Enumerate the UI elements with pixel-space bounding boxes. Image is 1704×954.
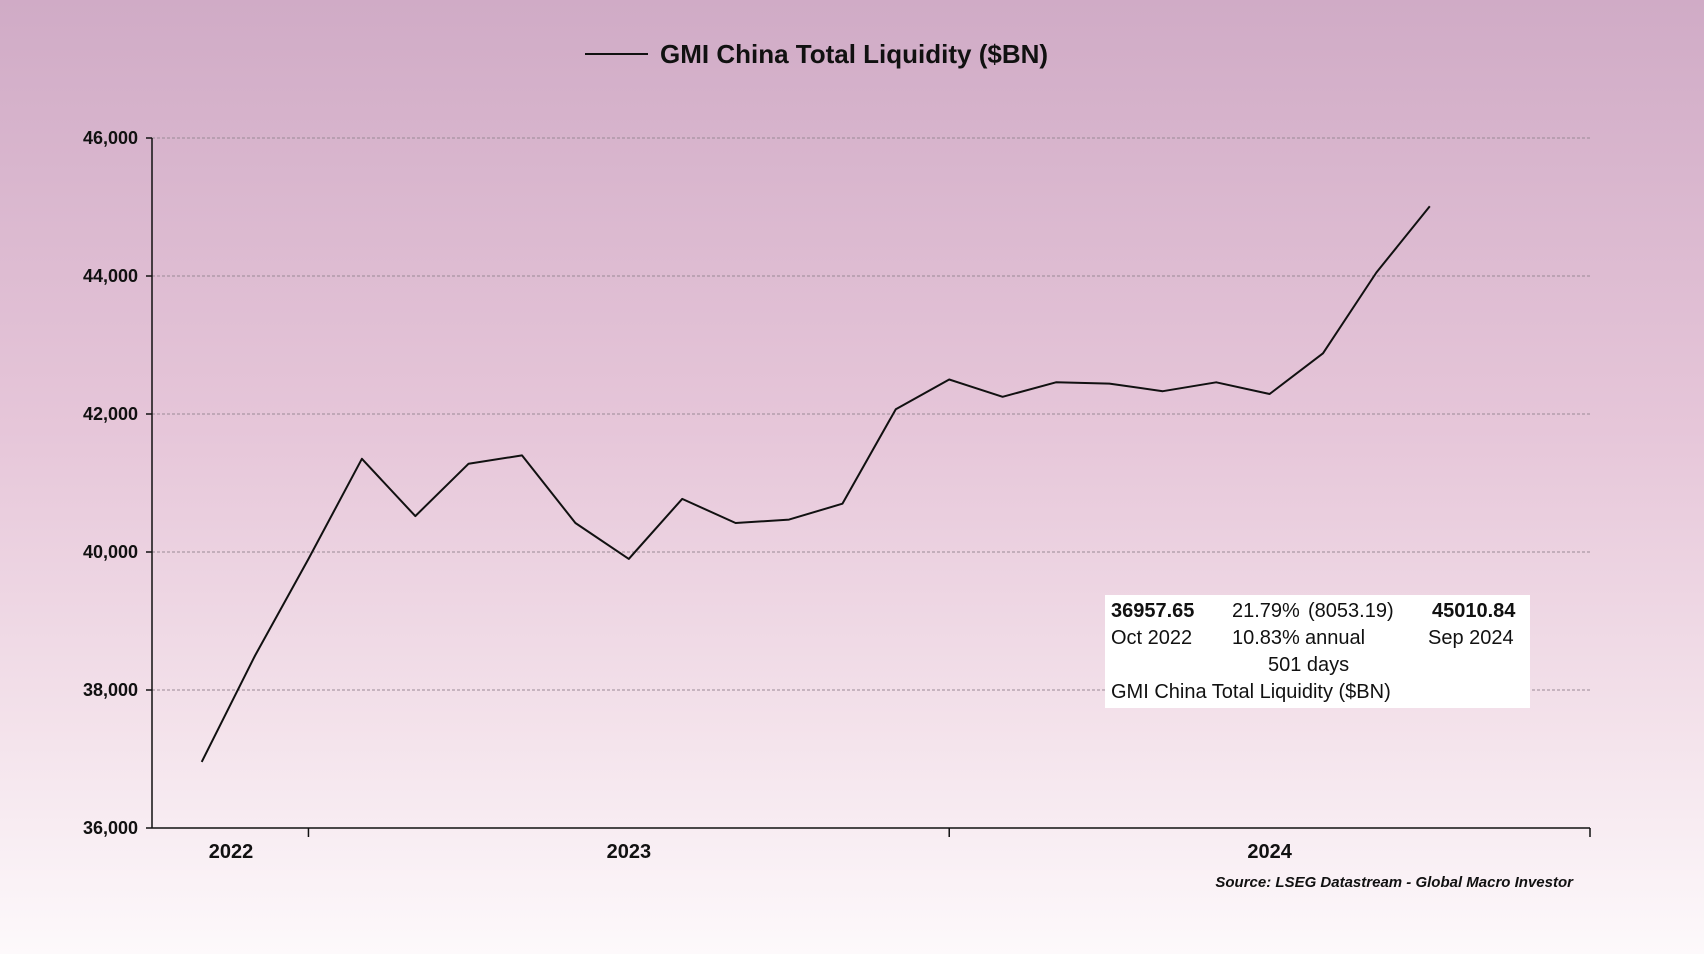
annotation-series-name: GMI China Total Liquidity ($BN) <box>1111 681 1391 703</box>
x-tick-label-2022: 2022 <box>209 841 254 863</box>
y-tick-label-36000: 36,000 <box>83 818 138 838</box>
annotation-annual-pct: 10.83% <box>1232 627 1300 649</box>
annotation-start-date: Oct 2022 <box>1111 627 1193 649</box>
y-axis-ticks: 36,000 38,000 40,000 42,000 44,000 46,000 <box>83 128 152 838</box>
legend-label: GMI China Total Liquidity ($BN) <box>660 39 1048 69</box>
x-tick-label-2023: 2023 <box>607 841 652 863</box>
annotation-start-value: 36957.65 <box>1111 600 1195 622</box>
y-tick-label-46000: 46,000 <box>83 128 138 148</box>
annotation-end-date: Sep 2024 <box>1428 627 1514 649</box>
y-tick-label-42000: 42,000 <box>83 404 138 424</box>
y-tick-label-40000: 40,000 <box>83 542 138 562</box>
series-line-gmi-china-total-liquidity <box>200 205 1431 763</box>
y-tick-label-38000: 38,000 <box>83 680 138 700</box>
annotation-end-value: 45010.84 <box>1432 600 1516 622</box>
annotation-days: 501 days <box>1268 654 1350 676</box>
source-note: Source: LSEG Datastream - Global Macro I… <box>1215 874 1574 891</box>
axes <box>151 138 1590 829</box>
x-axis-ticks: 2022 2023 2024 <box>209 828 1591 863</box>
annotation-annual-label: annual <box>1305 627 1366 649</box>
x-tick-label-2024: 2024 <box>1247 841 1292 863</box>
y-tick-label-44000: 44,000 <box>83 266 138 286</box>
summary-annotation-box: 36957.65 21.79% (8053.19) 45010.84 Oct 2… <box>1105 595 1530 708</box>
annotation-change-pct: 21.79% <box>1232 600 1300 622</box>
annotation-change-abs: (8053.19) <box>1308 600 1394 622</box>
